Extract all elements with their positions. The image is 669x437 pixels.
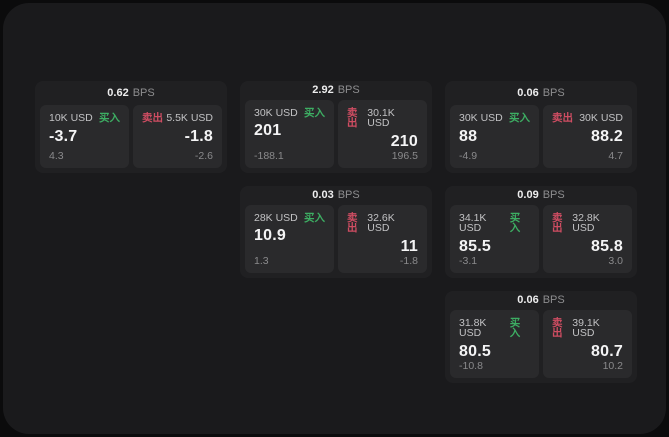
sell-price: 85.8 (591, 237, 623, 255)
buy-panel[interactable]: 34.1K USD 买入 85.5 -3.1 (450, 204, 539, 273)
quote-card: 0.62 BPS 10K USD 买入 -3.7 4.3 卖出 5.5K USD (35, 81, 227, 173)
card-header: 0.09 BPS (450, 186, 632, 205)
sell-label: 卖出 (552, 211, 563, 235)
buy-amount: 30K USD (254, 106, 298, 119)
sell-amount: 32.8K USD (572, 211, 600, 235)
sell-panel[interactable]: 卖出 30.1K USD 210 196.5 (338, 99, 427, 168)
buy-amount: 34.1K USD (459, 211, 487, 235)
bps-value: 0.06 (517, 294, 539, 307)
sell-price: -1.8 (184, 127, 213, 145)
bps-unit-label: BPS (337, 84, 360, 97)
quote-card: 0.06 BPS 31.8K USD 买入 80.5 -10.8 卖出 39.1… (445, 291, 637, 383)
buy-amount: 28K USD (254, 211, 298, 224)
bps-unit-label: BPS (542, 294, 565, 307)
sell-price: 11 (400, 237, 418, 255)
buy-panel[interactable]: 31.8K USD 买入 80.5 -10.8 (450, 309, 539, 378)
buy-price: 85.5 (459, 237, 491, 255)
quote-cards-grid: 0.62 BPS 10K USD 买入 -3.7 4.3 卖出 5.5K USD (35, 81, 637, 383)
sell-change: -2.6 (194, 149, 213, 162)
quote-panels: 34.1K USD 买入 85.5 -3.1 卖出 32.8K USD 85.8… (450, 204, 632, 273)
buy-label: 买入 (509, 112, 530, 124)
quote-panels: 31.8K USD 买入 80.5 -10.8 卖出 39.1K USD 80.… (450, 309, 632, 378)
bps-value: 0.06 (517, 87, 539, 99)
sell-price: 80.7 (591, 342, 623, 360)
buy-panel[interactable]: 30K USD 买入 88 -4.9 (450, 105, 539, 168)
sell-label: 卖出 (552, 112, 573, 124)
sell-panel[interactable]: 卖出 5.5K USD -1.8 -2.6 (133, 105, 222, 168)
sell-change: 3.0 (608, 254, 623, 267)
quote-card: 0.06 BPS 30K USD 买入 88 -4.9 卖出 30K USD (445, 81, 637, 173)
buy-label: 买入 (99, 112, 120, 124)
sell-panel[interactable]: 卖出 32.6K USD 11 -1.8 (338, 204, 427, 273)
quote-panels: 28K USD 买入 10.9 1.3 卖出 32.6K USD 11 -1.8 (245, 204, 427, 273)
buy-label: 买入 (509, 316, 521, 340)
buy-amount: 31.8K USD (459, 316, 487, 340)
buy-change: -10.8 (459, 359, 483, 372)
sell-amount: 30K USD (579, 112, 623, 124)
buy-change: -188.1 (254, 149, 284, 162)
buy-change: -3.1 (459, 254, 478, 267)
card-header: 2.92 BPS (245, 81, 427, 100)
quote-card: 2.92 BPS 30K USD 买入 201 -188.1 卖出 30.1K … (240, 81, 432, 173)
sell-amount: 5.5K USD (166, 112, 213, 124)
bps-value: 0.03 (312, 189, 334, 202)
buy-label: 买入 (304, 106, 325, 119)
buy-amount: 10K USD (49, 112, 93, 124)
quote-card: 0.03 BPS 28K USD 买入 10.9 1.3 卖出 32.6K US… (240, 186, 432, 278)
buy-label: 买入 (509, 211, 521, 235)
bps-unit-label: BPS (132, 87, 155, 99)
buy-panel[interactable]: 30K USD 买入 201 -188.1 (245, 99, 334, 168)
card-header: 0.62 BPS (40, 81, 222, 105)
bps-unit-label: BPS (542, 87, 565, 99)
buy-label: 买入 (304, 211, 325, 224)
bps-value: 2.92 (312, 84, 334, 97)
sell-price: 210 (390, 132, 418, 150)
sell-amount: 32.6K USD (367, 211, 395, 235)
bps-unit-label: BPS (542, 189, 565, 202)
buy-price: 201 (254, 122, 282, 140)
sell-change: -1.8 (399, 254, 418, 267)
quote-panels: 30K USD 买入 88 -4.9 卖出 30K USD 88.2 4.7 (450, 105, 632, 168)
buy-amount: 30K USD (459, 112, 503, 124)
sell-label: 卖出 (347, 211, 358, 235)
buy-change: 1.3 (254, 254, 269, 267)
buy-change: 4.3 (49, 149, 64, 162)
bps-unit-label: BPS (337, 189, 360, 202)
sell-change: 196.5 (391, 149, 418, 162)
quote-panels: 30K USD 买入 201 -188.1 卖出 30.1K USD 210 1… (245, 99, 427, 168)
card-header: 0.03 BPS (245, 186, 427, 205)
quote-card: 0.09 BPS 34.1K USD 买入 85.5 -3.1 卖出 32.8K… (445, 186, 637, 278)
card-header: 0.06 BPS (450, 81, 632, 105)
buy-price: 10.9 (254, 227, 286, 245)
buy-price: -3.7 (49, 127, 78, 145)
sell-panel[interactable]: 卖出 32.8K USD 85.8 3.0 (543, 204, 632, 273)
sell-label: 卖出 (142, 112, 163, 124)
buy-price: 88 (459, 127, 478, 145)
sell-label: 卖出 (552, 316, 563, 340)
sell-panel[interactable]: 卖出 39.1K USD 80.7 10.2 (543, 309, 632, 378)
sell-amount: 30.1K USD (367, 106, 395, 130)
bps-value: 0.62 (107, 87, 129, 99)
sell-panel[interactable]: 卖出 30K USD 88.2 4.7 (543, 105, 632, 168)
card-header: 0.06 BPS (450, 291, 632, 310)
buy-change: -4.9 (459, 149, 478, 162)
buy-price: 80.5 (459, 342, 491, 360)
sell-amount: 39.1K USD (572, 316, 600, 340)
buy-panel[interactable]: 28K USD 买入 10.9 1.3 (245, 204, 334, 273)
buy-panel[interactable]: 10K USD 买入 -3.7 4.3 (40, 105, 129, 168)
sell-change: 4.7 (608, 149, 623, 162)
quote-panels: 10K USD 买入 -3.7 4.3 卖出 5.5K USD -1.8 -2.… (40, 105, 222, 168)
app-window: 0.62 BPS 10K USD 买入 -3.7 4.3 卖出 5.5K USD (3, 3, 666, 434)
bps-value: 0.09 (517, 189, 539, 202)
sell-price: 88.2 (591, 127, 623, 145)
sell-change: 10.2 (602, 359, 623, 372)
sell-label: 卖出 (347, 106, 358, 130)
